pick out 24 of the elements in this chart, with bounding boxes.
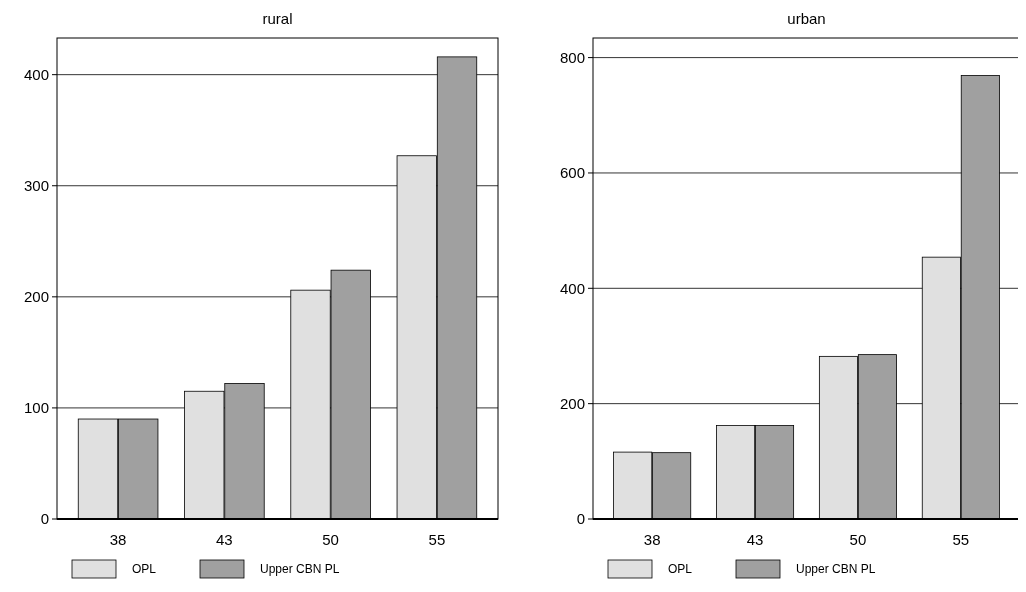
y-tick-label: 100 [23,399,49,417]
y-tick-label: 400 [559,279,585,297]
x-tick-label: 43 [216,531,233,548]
legend-label: Upper CBN PL [796,562,876,577]
legend-label: Upper CBN PL [260,562,340,577]
y-tick-label: 300 [23,176,49,194]
y-tick-label: 200 [23,288,49,306]
x-tick-label: 55 [428,531,446,548]
y-tick-label: 0 [40,510,49,528]
chart-title: urban [787,10,826,27]
x-tick-label: 38 [109,531,127,548]
x-tick-label: 38 [643,531,661,548]
chart-title: rural [262,10,293,27]
y-tick-label: 400 [23,65,49,83]
x-tick-label: 50 [322,531,339,548]
y-tick-label: 600 [559,164,585,182]
legend-label: OPL [132,562,157,577]
x-tick-label: 43 [746,531,764,548]
y-tick-label: 800 [559,48,585,66]
x-tick-label: 50 [849,531,867,548]
legend-label: OPL [668,562,693,577]
y-tick-label: 200 [559,394,585,412]
y-tick-label: 0 [576,510,585,528]
x-tick-label: 55 [952,531,970,548]
